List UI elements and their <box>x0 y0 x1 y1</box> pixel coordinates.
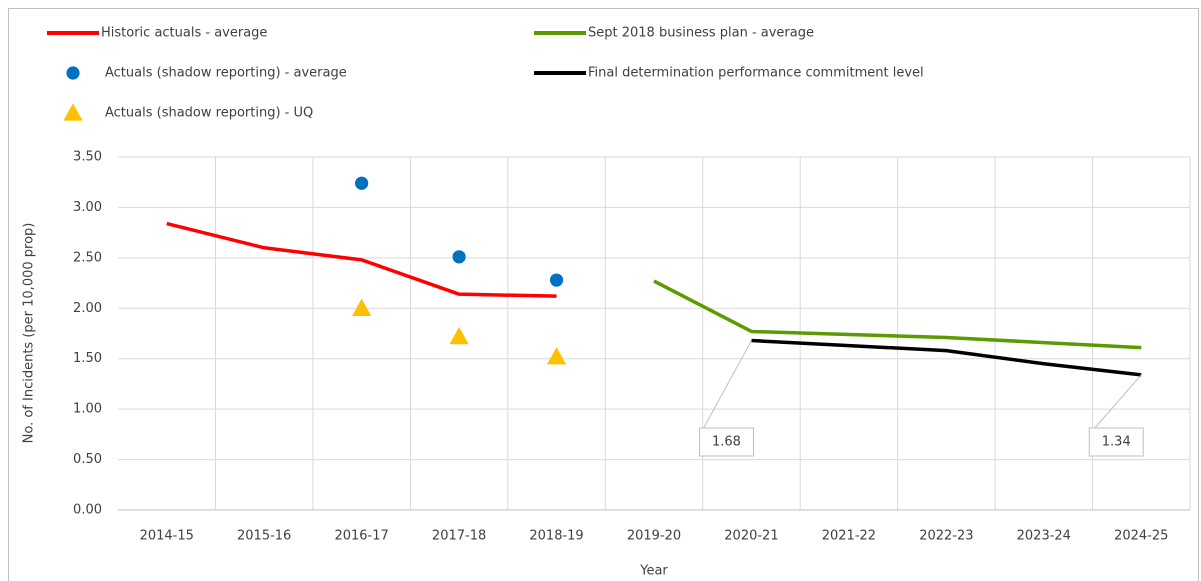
chart-border <box>8 8 1199 581</box>
series-line <box>166 221 557 298</box>
y-tick-label: 2.00 <box>73 301 102 316</box>
label-box <box>698 427 754 457</box>
x-tick-label: 2018-19 <box>529 529 583 544</box>
marker <box>355 176 369 190</box>
legend-label: Historic actuals - average <box>101 26 267 41</box>
x-tick-label: 2016-17 <box>334 529 388 544</box>
legend-key <box>66 66 80 80</box>
x-tick-label: 2024-25 <box>1114 529 1168 544</box>
x-tick-label: 2015-16 <box>237 529 291 544</box>
y-axis-title: No. of Incidents (per 10,000 prop) <box>22 223 37 444</box>
y-tick-label: 3.00 <box>73 200 102 215</box>
y-tick-label: 2.50 <box>73 250 102 265</box>
label-leader <box>1090 374 1142 433</box>
data-label: 1.68 <box>712 435 741 450</box>
x-tick-label: 2022-23 <box>919 529 973 544</box>
x-tick-label: 2017-18 <box>432 529 486 544</box>
legend-key <box>63 103 83 121</box>
x-tick-label: 2019-20 <box>627 529 681 544</box>
x-axis-title: Year <box>639 564 668 579</box>
x-tick-label: 2020-21 <box>724 529 778 544</box>
x-tick-label: 2023-24 <box>1017 529 1071 544</box>
x-tick-label: 2014-15 <box>140 529 194 544</box>
y-tick-label: 1.50 <box>73 351 102 366</box>
legend-label: Actuals (shadow reporting) - UQ <box>105 106 313 121</box>
label-leader <box>701 340 752 433</box>
y-tick-label: 3.50 <box>73 150 102 165</box>
series-line <box>751 338 1142 377</box>
legend-label: Sept 2018 business plan - average <box>588 26 814 41</box>
y-tick-label: 0.50 <box>73 452 102 467</box>
label-box <box>1088 427 1144 457</box>
y-tick-label: 0.00 <box>73 503 102 518</box>
marker <box>546 347 567 365</box>
marker <box>449 326 469 345</box>
legend-label: Actuals (shadow reporting) - average <box>105 66 347 81</box>
series-line <box>653 279 1142 350</box>
legend-label: Final determination performance commitme… <box>588 66 924 81</box>
marker <box>352 298 372 316</box>
marker <box>549 273 564 287</box>
data-label: 1.34 <box>1102 435 1131 450</box>
marker <box>452 250 466 264</box>
x-tick-label: 2021-22 <box>822 529 876 544</box>
y-tick-label: 1.00 <box>73 402 102 417</box>
